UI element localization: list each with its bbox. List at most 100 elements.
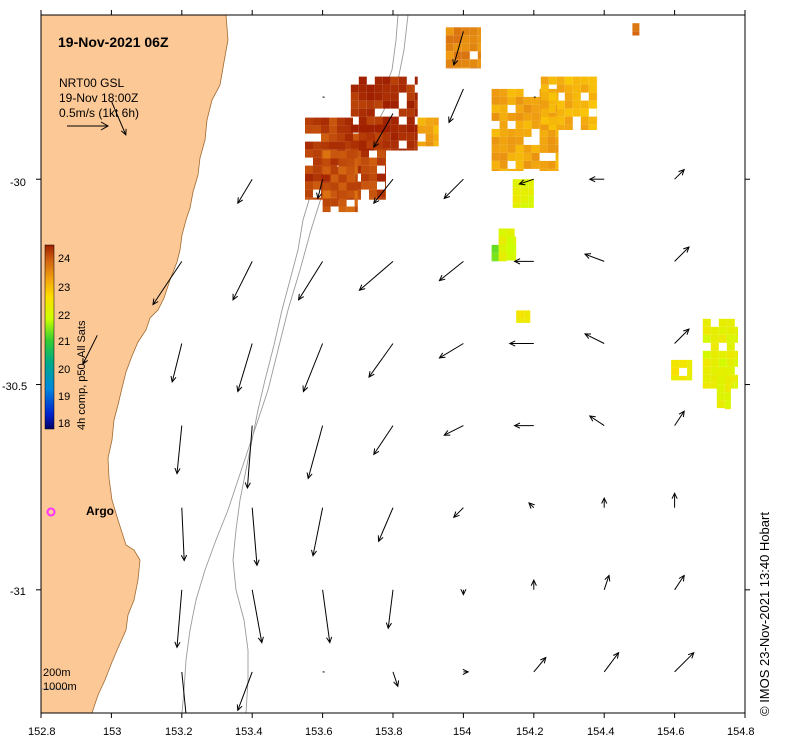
colorbar-tick: 24 bbox=[58, 253, 71, 265]
sst-pixel bbox=[531, 120, 540, 129]
sst-pixel bbox=[390, 148, 399, 151]
sst-pixel bbox=[710, 366, 719, 375]
sst-pixel bbox=[469, 43, 478, 52]
sst-pixel bbox=[580, 84, 589, 93]
sst-pixel bbox=[679, 359, 688, 368]
sst-pixel bbox=[710, 382, 719, 389]
sst-pixel bbox=[398, 124, 407, 133]
footer-credit: © IMOS 23-Nov-2021 13:40 Hobart bbox=[757, 512, 772, 716]
sst-pixel bbox=[718, 326, 727, 335]
sst-pixel bbox=[390, 140, 399, 149]
sst-pixel bbox=[366, 84, 375, 93]
info-line-time: 19-Nov 18:00Z bbox=[59, 91, 139, 105]
sst-pixel bbox=[390, 124, 399, 133]
sst-pixel bbox=[313, 149, 321, 158]
sst-pixel bbox=[345, 141, 353, 150]
sst-pixel bbox=[718, 350, 727, 359]
argo-label: Argo bbox=[86, 504, 114, 518]
current-arrow bbox=[110, 101, 127, 136]
current-arrow bbox=[82, 335, 98, 366]
depth-label-1000m: 1000m bbox=[43, 681, 77, 693]
sst-pixel bbox=[374, 124, 383, 133]
sst-pixel bbox=[414, 108, 418, 117]
sst-pixel bbox=[702, 366, 711, 375]
current-arrow bbox=[674, 410, 685, 426]
current-arrow bbox=[674, 246, 690, 262]
sst-pixel bbox=[346, 150, 355, 159]
sst-pixel bbox=[498, 252, 507, 261]
x-tick-label: 153.4 bbox=[235, 726, 263, 738]
sst-pixel bbox=[382, 92, 391, 101]
current-arrow bbox=[452, 31, 464, 67]
sst-pixel bbox=[461, 43, 470, 52]
sst-pixel bbox=[414, 124, 418, 133]
sst-pixel bbox=[337, 141, 345, 150]
sst-pixel bbox=[374, 132, 383, 141]
sst-pixel bbox=[734, 374, 738, 383]
sst-pixel bbox=[548, 124, 557, 130]
sst-pixel bbox=[374, 140, 383, 149]
colorbar-tick: 23 bbox=[58, 282, 71, 294]
sst-pixel bbox=[321, 141, 329, 150]
sst-pixel bbox=[406, 148, 415, 151]
sst-pixel bbox=[498, 236, 507, 245]
current-vector-layer bbox=[82, 31, 745, 713]
sst-pixel bbox=[338, 190, 347, 199]
sst-pixel bbox=[724, 384, 731, 393]
sst-pixel bbox=[556, 124, 565, 130]
sst-pixel bbox=[354, 150, 358, 159]
current-arrow bbox=[744, 424, 745, 426]
sst-pixel bbox=[547, 144, 556, 153]
sst-pixel bbox=[702, 382, 711, 389]
sst-pixel bbox=[338, 174, 347, 183]
current-arrow bbox=[448, 88, 464, 124]
sst-pixel bbox=[547, 160, 556, 169]
sst-pixel bbox=[528, 179, 534, 188]
current-arrow bbox=[392, 671, 400, 688]
sst-pixel bbox=[305, 197, 313, 200]
sst-pixel bbox=[358, 92, 367, 101]
sst-pixel bbox=[523, 112, 532, 121]
sst-pixel bbox=[313, 157, 321, 166]
sst-pixel bbox=[369, 189, 377, 198]
sst-pixel bbox=[390, 100, 399, 109]
sst-pixel bbox=[461, 35, 470, 44]
sst-pixel bbox=[382, 84, 391, 93]
sst-pixel bbox=[520, 187, 529, 196]
sst-pixel bbox=[382, 140, 391, 149]
colorbar-tick: 20 bbox=[58, 364, 71, 376]
current-arrow bbox=[671, 492, 678, 508]
sst-pixel bbox=[361, 181, 369, 190]
sst-pixel bbox=[330, 166, 339, 175]
sst-pixel bbox=[329, 157, 337, 166]
sst-pixel bbox=[425, 125, 434, 134]
sst-pixel bbox=[414, 148, 418, 151]
sst-pixel bbox=[515, 104, 524, 113]
sst-pixel bbox=[491, 88, 500, 97]
sst-pixel bbox=[414, 76, 418, 85]
current-arrow bbox=[244, 425, 253, 490]
sst-pixel bbox=[716, 400, 725, 409]
sst-pixel bbox=[433, 141, 439, 147]
sst-pixel bbox=[498, 260, 507, 262]
sst-pixel bbox=[555, 88, 559, 97]
sst-pixel bbox=[354, 206, 358, 213]
sst-pixel bbox=[572, 84, 581, 93]
map-title: 19-Nov-2021 06Z bbox=[58, 34, 169, 50]
sst-pixel bbox=[461, 67, 470, 69]
sst-pixel bbox=[417, 117, 426, 126]
sst-pixel bbox=[322, 182, 331, 191]
sst-pixel bbox=[453, 27, 462, 36]
sst-pixel bbox=[539, 160, 548, 169]
current-arrow bbox=[251, 589, 264, 644]
sst-pixel bbox=[588, 84, 597, 93]
current-arrow bbox=[358, 261, 394, 291]
sst-pixel bbox=[702, 358, 711, 367]
sst-pixel bbox=[528, 203, 534, 208]
sst-pixel bbox=[369, 165, 377, 174]
sst-pixel bbox=[338, 166, 347, 175]
sst-pixel bbox=[453, 59, 462, 68]
sst-pixel bbox=[305, 117, 313, 126]
sst-pixel bbox=[716, 368, 725, 377]
sst-pixel bbox=[724, 376, 731, 385]
